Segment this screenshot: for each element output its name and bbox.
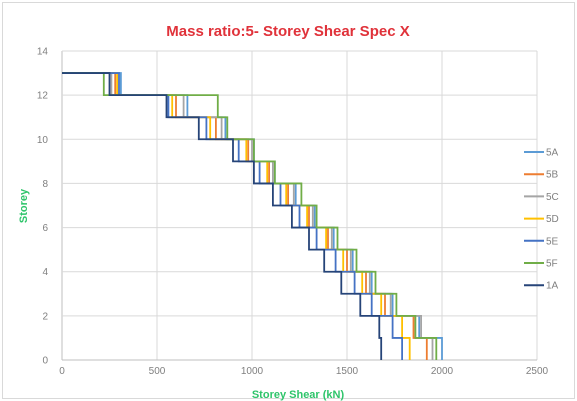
- chart-title: Mass ratio:5- Storey Shear Spec X: [166, 23, 409, 40]
- legend-label-5e: 5E: [546, 236, 559, 247]
- series-line-5e: [62, 72, 403, 360]
- y-tick-label: 10: [37, 135, 49, 146]
- y-tick-label: 6: [42, 223, 48, 234]
- series-line-5b: [62, 72, 428, 360]
- legend-label-5c: 5C: [546, 192, 559, 203]
- series-lines: [62, 72, 443, 360]
- x-tick-label: 1500: [336, 366, 359, 377]
- x-tick-label: 2500: [526, 366, 549, 377]
- y-tick-label: 8: [42, 179, 48, 190]
- legend-label-1a: 1A: [546, 281, 559, 292]
- x-tick-label: 1000: [241, 366, 264, 377]
- y-tick-label: 0: [42, 356, 48, 367]
- x-tick-label: 500: [149, 366, 166, 377]
- legend-label-5f: 5F: [546, 259, 558, 270]
- legend-label-5d: 5D: [546, 214, 559, 225]
- series-line-5f: [62, 72, 438, 360]
- legend-label-5a: 5A: [546, 148, 559, 159]
- x-tick-label: 0: [59, 366, 65, 377]
- x-tick-label: 2000: [431, 366, 454, 377]
- series-line-5d: [62, 72, 411, 360]
- x-axis-title: Storey Shear (kN): [252, 389, 345, 401]
- legend: 5A 5B 5C 5D 5E 5F 1A: [524, 148, 559, 292]
- y-tick-label: 2: [42, 311, 48, 322]
- y-tick-label: 4: [42, 267, 48, 278]
- y-tick-label: 12: [37, 91, 49, 102]
- y-axis-title: Storey: [18, 188, 30, 223]
- series-line-5c: [62, 72, 434, 360]
- legend-label-5b: 5B: [546, 170, 559, 181]
- tick-labels: 0 500 1000 1500 2000 2500 0 2 4 6 8 10 12 14: [37, 47, 549, 378]
- y-tick-label: 14: [37, 47, 49, 58]
- series-line-1a: [62, 72, 383, 360]
